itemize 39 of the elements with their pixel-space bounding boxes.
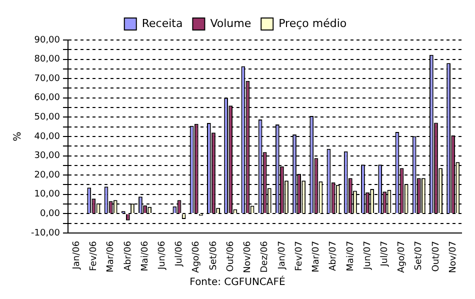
y-tick-label: 40,00 [34,132,60,142]
x-tick-label: Jan/07 [277,240,288,270]
x-tick-label: Jul/06 [174,240,185,268]
y-tick-label: 60,00 [34,93,60,104]
x-tick-label: Fev/06 [89,240,100,271]
legend-label: Volume [210,16,252,30]
y-tick-label: 70,00 [34,74,60,84]
x-tick-label: Nov/07 [448,240,458,274]
x-tick-label: Jan/06 [72,240,82,270]
legend-label: Preço médio [278,16,347,30]
y-tick-label: 30,00 [34,151,60,162]
x-tick-label: Ago/07 [397,240,408,273]
x-tick-label: Jul/07 [380,240,390,268]
x-tick-label: Fev/07 [294,240,304,271]
x-tick-label: Set/07 [414,240,424,270]
y-tick-label: 80,00 [34,54,60,65]
x-tick-label: Mai/06 [140,240,150,272]
y-tick-label: 0,00 [40,209,60,219]
x-tick-label: Abr/06 [123,240,134,272]
x-tick-label: Ago/06 [192,240,202,273]
x-tick-label: Out/07 [431,240,442,272]
source-note: Fonte: CGFUNCAFÉ [188,276,286,289]
x-tick-label: Jun/07 [362,240,373,270]
x-tick-label: Abr/07 [328,240,339,272]
x-tick-label: Mai/07 [346,240,356,272]
x-tick-label: Mar/06 [106,240,116,272]
legend-label: Receita [142,16,183,30]
x-tick-label: Out/06 [226,240,236,272]
y-tick-label: 50,00 [34,112,60,123]
y-tick-label: -10,00 [30,228,60,238]
x-tick-label: Dez/06 [260,240,270,273]
x-tick-label: Set/06 [208,240,219,270]
y-tick-label: 90,00 [34,35,60,46]
y-axis-title: % [12,132,24,142]
x-tick-label: Nov/06 [243,240,254,274]
x-tick-label: Jun/06 [157,240,168,270]
y-tick-label: 10,00 [34,190,60,200]
x-tick-label: Mar/07 [312,240,322,272]
y-tick-label: 20,00 [34,170,60,180]
